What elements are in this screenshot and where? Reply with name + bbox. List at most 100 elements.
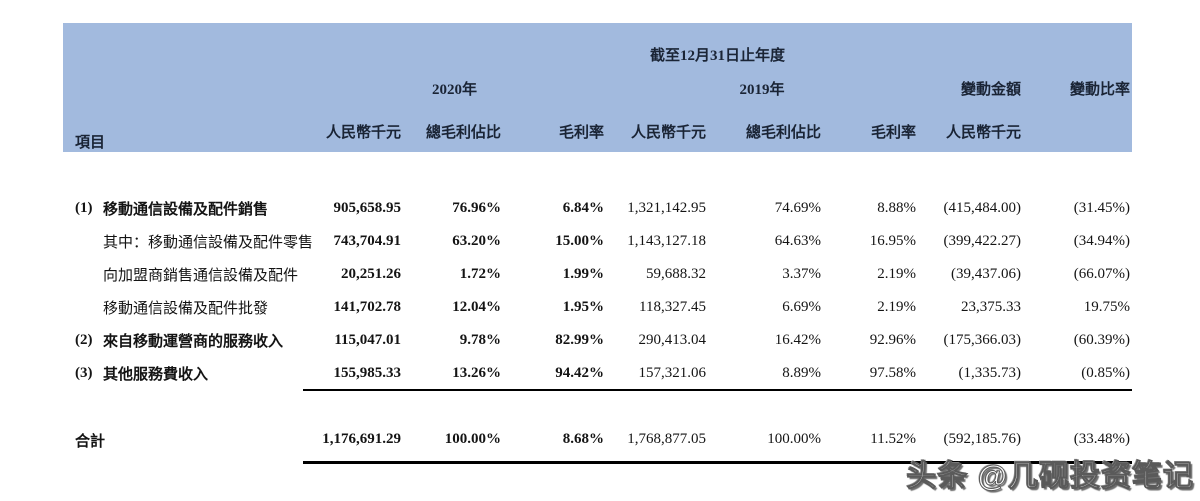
value-cell: 92.96%: [869, 332, 916, 348]
table-row: (3) 其他服務費收入 155,985.33 13.26% 94.42% 157…: [63, 357, 1133, 391]
table-row: 向加盟商銷售通信設備及配件 20,251.26 1.72% 1.99% 59,6…: [63, 258, 1132, 291]
value-cell: 8.89%: [708, 357, 823, 391]
value-cell: 16.95%: [869, 233, 916, 249]
table-row: 其中：移動通信設備及配件零售 743,704.91 63.20% 15.00% …: [63, 225, 1132, 258]
row-label-cell: 向加盟商銷售通信設備及配件: [103, 268, 299, 284]
value-cell: 13.26%: [403, 357, 503, 391]
subcol-2020-gp-margin: 毛利率: [503, 99, 606, 152]
total-value-cell: 100.00%: [708, 418, 823, 464]
total-value-cell: 1,176,691.29: [303, 418, 403, 464]
value-cell: 9.78%: [459, 332, 501, 348]
header-subcol-row: 人民幣千元 總毛利佔比 毛利率 人民幣千元 總毛利佔比 毛利率 人民幣千元: [63, 99, 1133, 152]
subcol-2020-rmb: 人民幣千元: [303, 99, 403, 152]
total-value-cell: (33.48%): [1023, 418, 1133, 464]
group-header-change-ratio: 變動比率: [1023, 65, 1133, 99]
value-cell: (60.39%): [1073, 332, 1131, 348]
row-label-cell: 移動通信設備及配件銷售: [103, 202, 269, 218]
value-cell: 2.19%: [877, 266, 916, 282]
row-number-cell: [63, 258, 103, 291]
value-cell: 76.96%: [452, 200, 501, 216]
value-cell: 115,047.01: [334, 332, 401, 348]
subcol-2019-rmb: 人民幣千元: [606, 99, 708, 152]
row-number-cell: [63, 291, 103, 324]
value-cell: 12.04%: [452, 299, 501, 315]
table-row: 移動通信設備及配件批發 141,702.78 12.04% 1.95% 118,…: [63, 291, 1132, 324]
period-title: 截至12月31日止年度: [303, 23, 1133, 65]
table-row: (1) 移動通信設備及配件銷售 905,658.95 76.96% 6.84% …: [63, 192, 1132, 225]
value-cell: 23,375.33: [961, 299, 1021, 315]
table-row: (2) 來自移動運營商的服務收入 115,047.01 9.78% 82.99%…: [63, 324, 1132, 357]
total-value-cell: 8.68%: [503, 418, 606, 464]
row-number-cell: (3): [75, 365, 93, 381]
header-gap: [63, 152, 1132, 192]
row-number-cell: (2): [75, 332, 93, 348]
header-empty-cell: [63, 23, 303, 65]
value-cell: (66.07%): [1073, 266, 1131, 282]
subcol-empty: [1023, 99, 1133, 152]
row-number-cell: [63, 225, 103, 258]
item-column-header: 項目: [63, 65, 303, 152]
value-cell: 290,413.04: [638, 332, 707, 348]
header-period-row: 截至12月31日止年度: [63, 23, 1133, 65]
value-cell: (31.45%): [1073, 200, 1131, 216]
value-cell: 141,702.78: [333, 299, 402, 315]
value-cell: 59,688.32: [646, 266, 706, 282]
value-cell: 64.63%: [774, 233, 821, 249]
header-group-row: 項目 2020年 2019年 變動金額 變動比率: [63, 65, 1133, 152]
value-cell: 82.99%: [555, 332, 604, 348]
value-cell: 74.69%: [774, 200, 821, 216]
gross-profit-table: 截至12月31日止年度 項目 2020年 2019年 變動金額 變動比率 人民幣…: [63, 23, 1133, 464]
table-body: (1) 移動通信設備及配件銷售 905,658.95 76.96% 6.84% …: [63, 152, 1133, 464]
value-cell: (175,366.03): [943, 332, 1022, 348]
subcol-2019-gp-margin: 毛利率: [823, 99, 918, 152]
total-gap: [63, 390, 1132, 418]
value-cell: 94.42%: [503, 357, 606, 391]
value-cell: 6.84%: [562, 200, 604, 216]
total-value-cell: 1,768,877.05: [606, 418, 708, 464]
table-header: 截至12月31日止年度 項目 2020年 2019年 變動金額 變動比率 人民幣…: [63, 23, 1133, 152]
value-cell: (39,437.06): [951, 266, 1021, 282]
value-cell: 2.19%: [877, 299, 916, 315]
value-cell: (34.94%): [1073, 233, 1131, 249]
value-cell: 118,327.45: [639, 299, 706, 315]
toutiao-watermark: 头条 @几砚投资笔记: [906, 460, 1194, 494]
subcol-2019-gp-share: 總毛利佔比: [708, 99, 823, 152]
group-header-2020: 2020年: [303, 65, 606, 99]
total-value-cell: 100.00%: [403, 418, 503, 464]
value-cell: 97.58%: [823, 357, 918, 391]
value-cell: (0.85%): [1023, 357, 1133, 391]
value-cell: 1.99%: [562, 266, 604, 282]
value-cell: 1.95%: [562, 299, 604, 315]
value-cell: 1,321,142.95: [627, 200, 706, 216]
row-label-cell: 來自移動運營商的服務收入: [103, 334, 284, 350]
value-cell: 6.69%: [782, 299, 821, 315]
value-cell: 157,321.06: [606, 357, 708, 391]
value-cell: (415,484.00): [943, 200, 1022, 216]
value-cell: 19.75%: [1083, 299, 1131, 315]
value-cell: 1.72%: [459, 266, 501, 282]
value-cell: 1,143,127.18: [627, 233, 706, 249]
group-header-2019: 2019年: [606, 65, 918, 99]
total-label: 合計: [75, 433, 106, 450]
value-cell: (1,335.73): [918, 357, 1023, 391]
total-value-cell: 11.52%: [823, 418, 918, 464]
value-cell: 905,658.95: [333, 200, 402, 216]
value-cell: 16.42%: [774, 332, 821, 348]
subcol-change-rmb: 人民幣千元: [918, 99, 1023, 152]
row-label-cell: 移動通信設備及配件批發: [103, 301, 269, 317]
row-label-cell: 其他服務費收入: [103, 367, 209, 383]
value-cell: (399,422.27): [943, 233, 1022, 249]
value-cell: 743,704.91: [333, 233, 402, 249]
total-value-cell: (592,185.76): [918, 418, 1023, 464]
value-cell: 3.37%: [782, 266, 821, 282]
value-cell: 15.00%: [555, 233, 604, 249]
value-cell: 20,251.26: [341, 266, 401, 282]
row-label-cell: 其中：移動通信設備及配件零售: [103, 235, 314, 251]
subcol-2020-gp-share: 總毛利佔比: [403, 99, 503, 152]
value-cell: 63.20%: [452, 233, 501, 249]
total-row: 合計 1,176,691.29 100.00% 8.68% 1,768,877.…: [63, 418, 1133, 464]
group-header-change-amount: 變動金額: [918, 65, 1023, 99]
value-cell: 155,985.33: [303, 357, 403, 391]
row-number-cell: (1): [75, 200, 93, 216]
value-cell: 8.88%: [877, 200, 916, 216]
